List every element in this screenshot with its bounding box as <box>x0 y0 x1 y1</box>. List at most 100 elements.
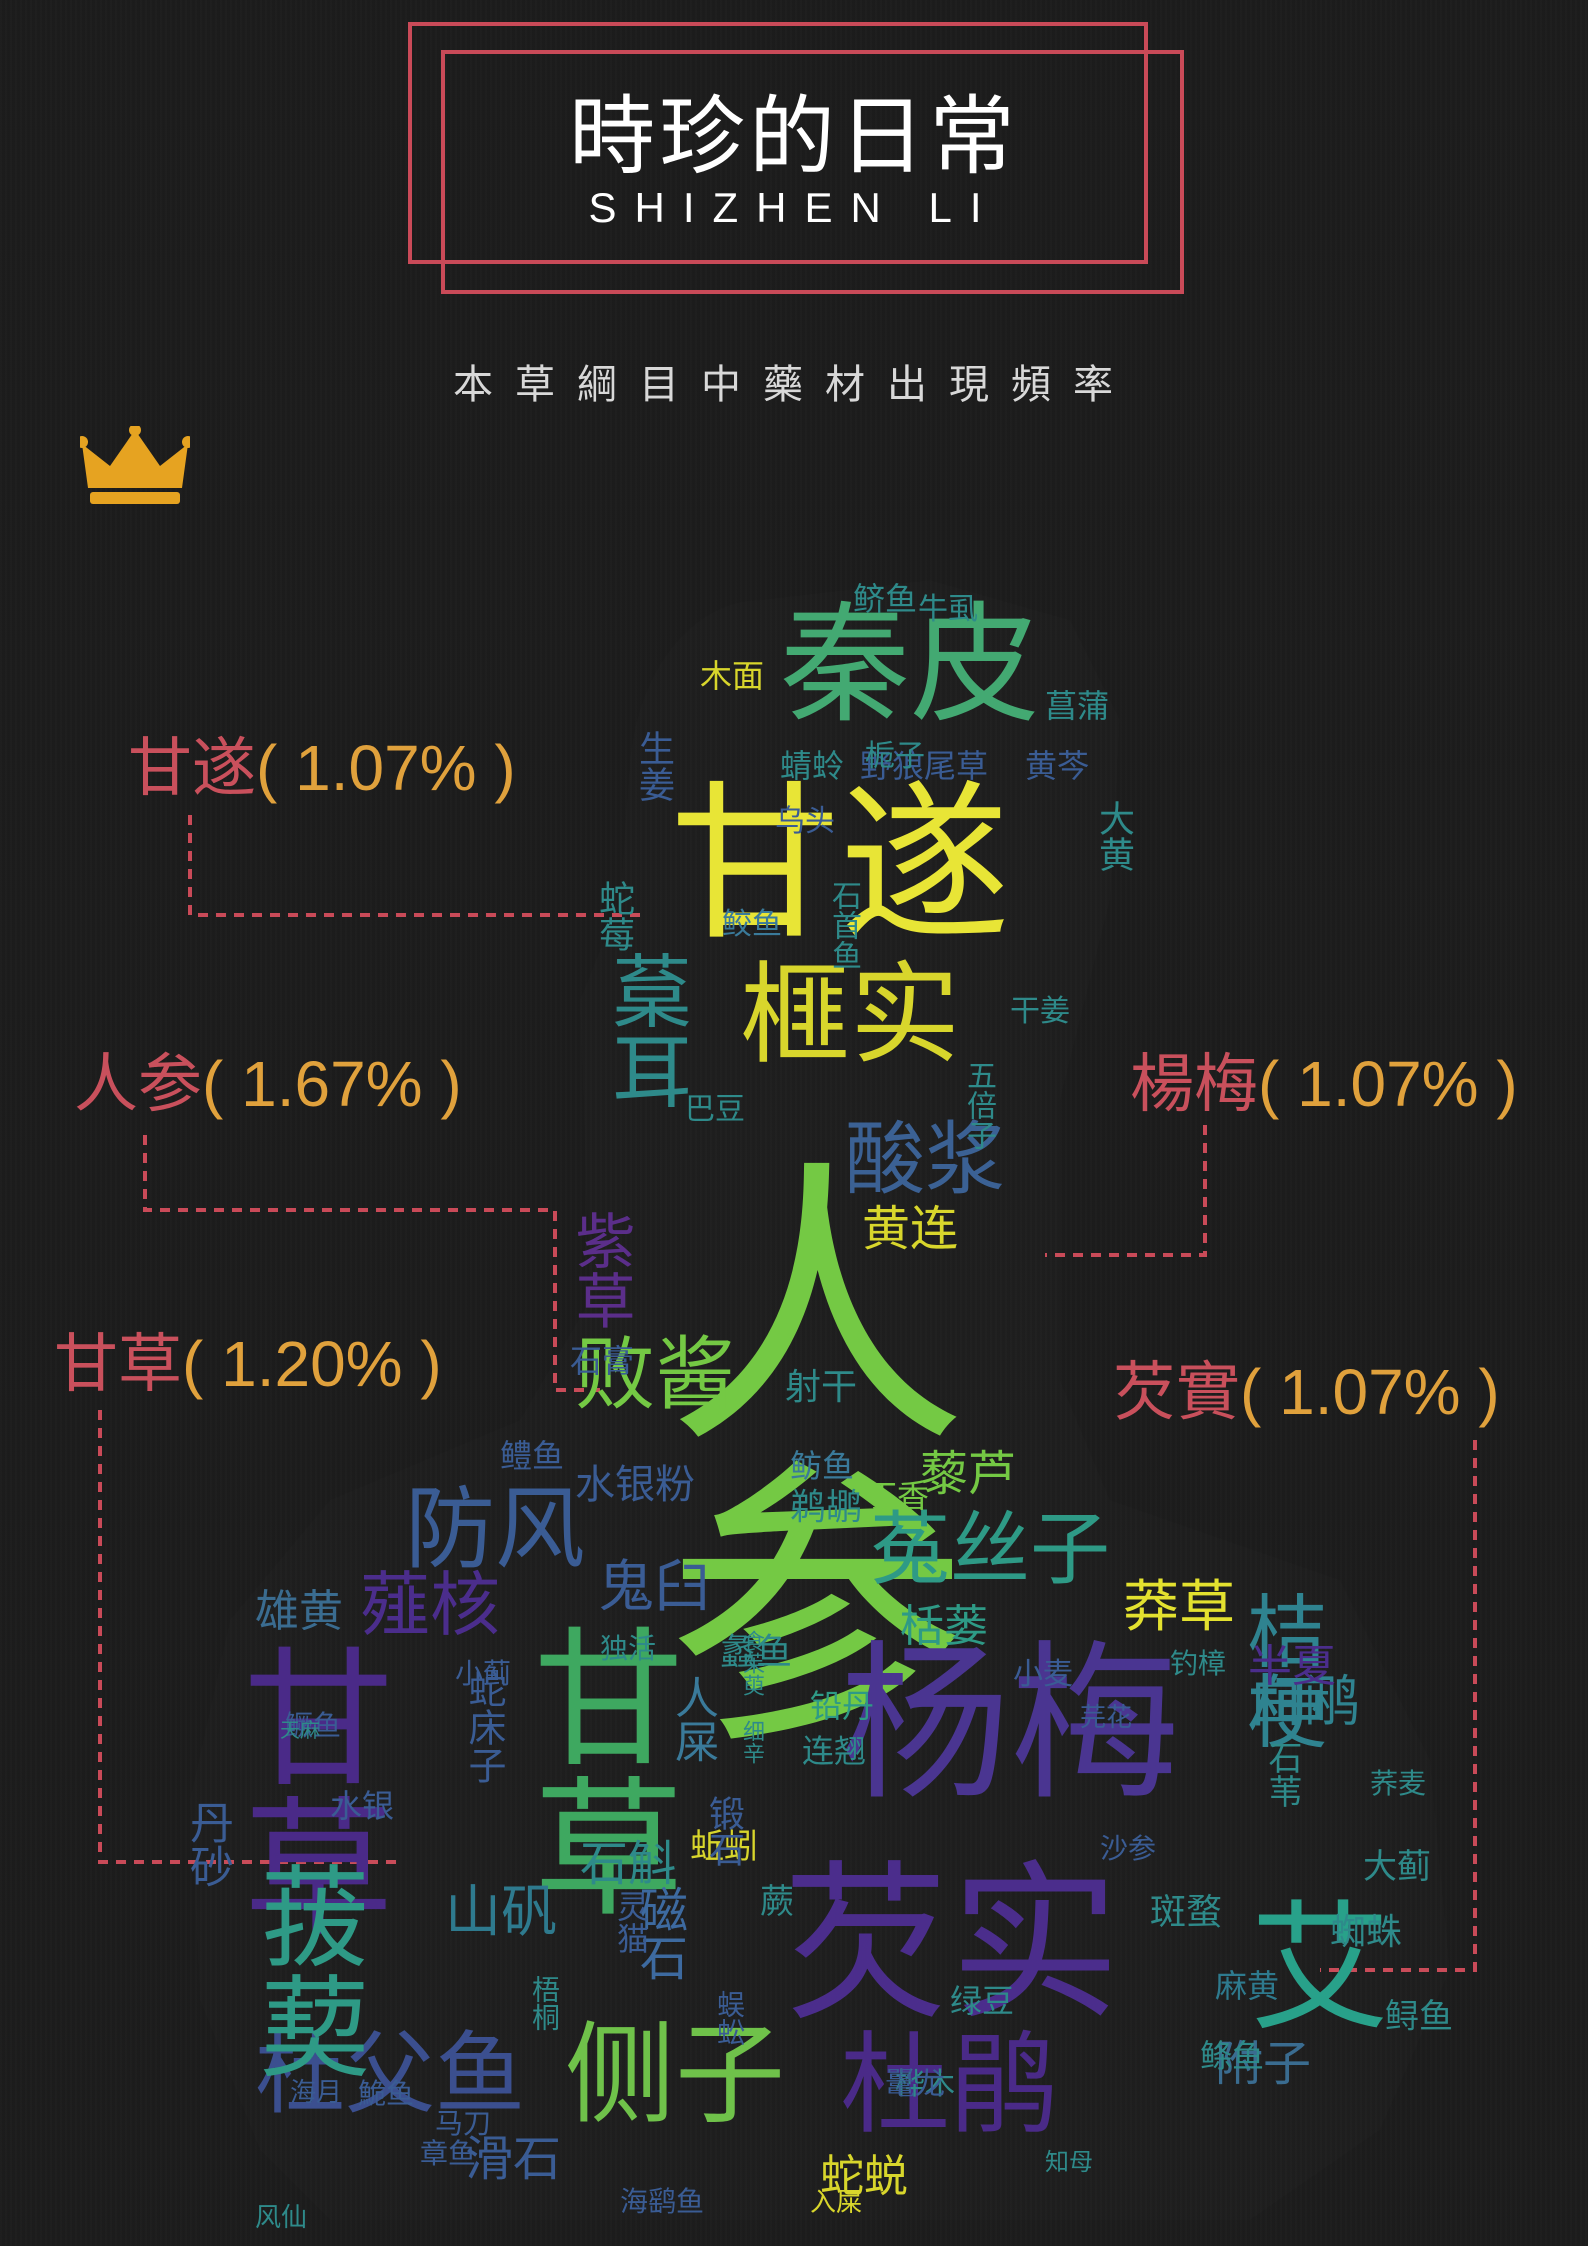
word-cloud-term: 沙参 <box>1100 1832 1157 1865</box>
word-cloud-term: 石首鱼 <box>826 880 861 970</box>
word-cloud-term: 乌头 <box>775 804 835 839</box>
callout-qianshi: 芡實( 1.07% ) <box>1112 1360 1500 1425</box>
connector-gansui <box>188 815 640 917</box>
word-cloud-term: 章鱼 <box>420 2137 477 2170</box>
word-cloud-term: 菝葜 <box>241 1860 369 2080</box>
word-cloud-term: 丹砂 <box>182 1800 233 1888</box>
word-cloud-term: 附子 <box>1215 2036 1312 2092</box>
word-cloud-term: 小蓟 <box>455 1657 512 1690</box>
callout-percent: ( 1.07% ) <box>256 732 516 804</box>
word-cloud-term: 白鹇 <box>1248 1670 1360 1735</box>
title-frame-inner <box>441 50 1184 294</box>
callout-percent: ( 1.20% ) <box>182 1328 442 1400</box>
word-cloud-term: 荞麦 <box>1370 1767 1427 1800</box>
word-cloud-term: 马刀 <box>435 2107 492 2140</box>
word-cloud-term: 甘遂 <box>670 766 1011 964</box>
word-cloud-term: 薤核 <box>360 1564 500 1646</box>
word-cloud-term: 甘草 <box>218 1640 392 1940</box>
word-cloud-term: 风仙 <box>255 2203 308 2233</box>
word-cloud-term: 桔梗 <box>1234 1590 1327 1750</box>
word-cloud-term: 独活 <box>600 1632 657 1665</box>
callout-name: 芡實 <box>1112 1356 1240 1430</box>
word-cloud-term: 灵猫 <box>612 1890 650 1954</box>
word-cloud-term: 射干 <box>785 1367 858 1408</box>
word-cloud-term: 滑石 <box>465 2131 562 2187</box>
word-cloud-term: 鼍龙 <box>885 2067 945 2102</box>
word-cloud-term: 人屎 <box>667 1675 718 1763</box>
word-cloud-term: 食茱萸 <box>739 1630 764 1696</box>
word-cloud-term: 鲛鱼 <box>722 907 782 942</box>
callout-name: 楊梅 <box>1130 1048 1258 1122</box>
callout-percent: ( 1.07% ) <box>1240 1356 1500 1428</box>
word-cloud-term: 牛虱 <box>918 592 978 627</box>
word-cloud-term: 巴豆 <box>685 1092 745 1127</box>
crown-icon <box>80 426 190 504</box>
word-cloud-term: 五倍子 <box>961 1060 996 1150</box>
word-cloud-term: 蛇莓 <box>593 880 634 952</box>
word-cloud-term: 鬼臼 <box>598 1555 710 1620</box>
callout-renshen: 人参( 1.67% ) <box>74 1052 462 1117</box>
word-cloud-term: 鹈鹕 <box>790 1487 863 1528</box>
callout-percent: ( 1.67% ) <box>202 1048 462 1120</box>
title-frame-outer <box>408 22 1148 264</box>
word-cloud-term: 栝蒌 <box>900 1601 988 1652</box>
word-cloud-term: 防风 <box>405 1477 585 1582</box>
word-cloud-term: 莽草 <box>1123 1575 1235 1640</box>
word-cloud-term: 菖蒲 <box>1045 687 1110 725</box>
word-cloud-term: 人参 <box>616 1150 965 1750</box>
word-cloud-term: 雄黄 <box>255 1586 343 1637</box>
word-cloud-term: 大蓟 <box>1363 1847 1431 1887</box>
word-cloud-term: 蜻蛉 <box>780 747 845 785</box>
callout-yangmei: 楊梅( 1.07% ) <box>1130 1052 1518 1117</box>
word-cloud-term: 连翘 <box>802 1732 867 1770</box>
word-cloud-term: 蜈蚣 <box>713 1990 746 2046</box>
callout-name: 甘遂 <box>128 732 256 806</box>
word-cloud-term: 生姜 <box>633 730 674 802</box>
word-cloud-term: 入屎 <box>810 2188 863 2218</box>
word-cloud-term: 水银粉 <box>575 1462 695 1508</box>
word-cloud-term: 石斛 <box>580 1836 677 1892</box>
word-cloud-term: 芡实 <box>780 1846 1121 2044</box>
word-cloud-term: 杜鹃 <box>840 2021 1060 2149</box>
word-cloud-term: 藜芦 <box>920 1446 1017 1502</box>
page-title-english: SHIZHEN LI <box>588 184 1000 231</box>
page-subtitle: 本草綱目中藥材出現頻率 <box>453 362 1135 408</box>
word-cloud-term: 野狼尾草 <box>860 747 989 785</box>
word-cloud-term: 鮠鱼 <box>358 2077 415 2110</box>
word-cloud-term: 钓樟 <box>1170 1647 1227 1680</box>
connector-yangmei <box>1045 1125 1207 1257</box>
word-cloud-term: 水银 <box>330 1787 395 1825</box>
word-cloud-term: 海鹞鱼 <box>620 2185 705 2218</box>
word-cloud-term: 细辛 <box>739 1720 764 1764</box>
word-cloud-term: 木面 <box>700 657 765 695</box>
word-cloud-term: 麻黄 <box>1215 1967 1280 2005</box>
word-cloud-term: 绿豆 <box>950 1982 1015 2020</box>
page-title: 時珍的日常 <box>569 87 1019 187</box>
word-cloud-term: 榧实 <box>740 951 960 1079</box>
word-cloud-term: 蛇床子 <box>462 1670 506 1784</box>
word-cloud-term: 鲟鱼 <box>1385 1997 1453 2037</box>
word-cloud-term: 黄芩 <box>1025 747 1090 785</box>
word-cloud-term: 小麦 <box>1013 1657 1073 1692</box>
word-cloud-term: 梧桐 <box>528 1975 561 2031</box>
word-cloud-term: 蚯蚓 <box>690 1827 758 1867</box>
connector-qianshi <box>1320 1440 1477 1972</box>
word-cloud-term: 铅丹 <box>810 1687 875 1725</box>
word-cloud-term: 天麻 <box>280 1718 320 1742</box>
word-cloud-term: 芫花 <box>1080 1703 1133 1733</box>
word-cloud-term: 艾 <box>1250 1888 1391 2051</box>
callout-name: 人参 <box>74 1048 202 1122</box>
word-cloud-term: 鳢鱼 <box>500 1437 565 1475</box>
word-cloud-term: 杜父鱼 <box>255 2022 525 2127</box>
word-cloud-term: 鳜鱼 <box>285 1709 342 1742</box>
word-cloud-term: 秦皮 <box>780 589 1041 741</box>
word-cloud-term: 大黄 <box>1093 800 1134 872</box>
word-cloud-term: 知母 <box>1045 2148 1093 2176</box>
callout-percent: ( 1.07% ) <box>1258 1048 1518 1120</box>
word-cloud-term: 鲂鱼 <box>790 1447 855 1485</box>
connector-gancao <box>98 1410 400 1864</box>
word-cloud-term: 蠡鱼 <box>720 1632 793 1673</box>
word-cloud-term: 桦木 <box>895 2067 955 2102</box>
